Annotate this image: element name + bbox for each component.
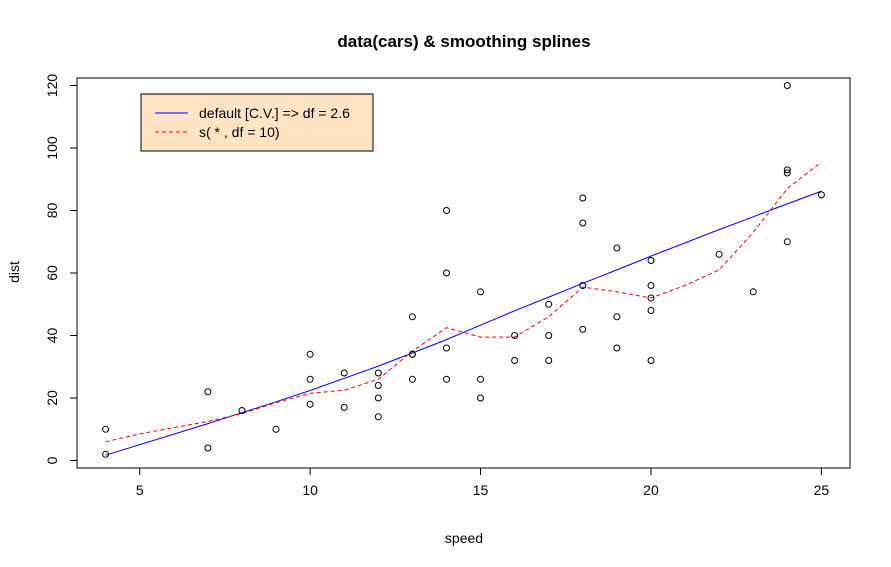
y-tick-label: 120 xyxy=(44,74,60,98)
legend-box xyxy=(140,93,374,152)
data-point xyxy=(306,400,314,408)
data-point xyxy=(579,325,587,333)
data-point xyxy=(783,82,791,89)
y-tick-label: 60 xyxy=(44,265,60,281)
y-tick-label: 100 xyxy=(44,136,60,160)
data-point xyxy=(204,444,212,452)
data-point xyxy=(374,369,382,377)
data-point xyxy=(647,294,655,302)
data-point xyxy=(545,300,553,308)
x-tick-label: 15 xyxy=(473,482,489,498)
data-point xyxy=(238,407,246,414)
data-point xyxy=(204,388,212,396)
data-point xyxy=(647,307,655,314)
data-point xyxy=(374,413,382,421)
data-point xyxy=(579,219,587,227)
data-point xyxy=(783,166,791,174)
y-tick-label: 20 xyxy=(44,390,60,406)
data-point xyxy=(272,425,280,433)
data-point xyxy=(545,357,553,364)
data-point xyxy=(374,394,382,402)
data-point xyxy=(477,288,484,296)
legend-label-default: default [C.V.] => df = 2.6 xyxy=(199,105,350,121)
data-point xyxy=(817,191,825,199)
data-point xyxy=(579,194,587,202)
series-default-line xyxy=(105,190,822,456)
y-tick-label: 80 xyxy=(44,203,60,219)
data-point xyxy=(443,207,450,214)
data-point xyxy=(477,394,484,402)
series-lines xyxy=(105,161,822,456)
data-point xyxy=(443,344,450,352)
data-point xyxy=(340,403,348,411)
data-point xyxy=(545,332,553,339)
data-point xyxy=(715,250,723,258)
x-tick-label: 25 xyxy=(814,482,830,498)
x-tick-label: 20 xyxy=(643,482,659,498)
chart-title: data(cars) & smoothing splines xyxy=(337,32,590,51)
data-point xyxy=(443,375,450,383)
y-axis-label: dist xyxy=(6,261,22,283)
data-points xyxy=(102,82,825,458)
y-tick-label: 40 xyxy=(44,328,60,344)
data-point xyxy=(443,269,450,277)
data-point xyxy=(749,288,757,296)
data-point xyxy=(579,282,587,289)
data-point xyxy=(511,357,519,364)
data-point xyxy=(408,350,416,358)
data-point xyxy=(613,313,621,321)
data-point xyxy=(783,169,791,177)
data-point xyxy=(613,344,621,352)
data-point xyxy=(647,357,655,364)
data-point xyxy=(783,238,791,246)
legend-label-df10: s( * , df = 10) xyxy=(199,124,280,140)
x-tick-label: 10 xyxy=(302,482,318,498)
data-point xyxy=(408,375,416,383)
data-point xyxy=(613,244,621,252)
data-point xyxy=(306,350,314,358)
data-point xyxy=(340,369,348,377)
data-point xyxy=(102,425,110,433)
data-point xyxy=(511,332,519,339)
x-axis: 5 10 15 20 25 xyxy=(136,467,830,498)
series-df10-line xyxy=(105,161,822,443)
data-point xyxy=(306,375,314,383)
y-axis: 0 20 40 60 80 100 120 xyxy=(44,74,78,464)
x-tick-label: 5 xyxy=(136,482,144,498)
data-point xyxy=(102,450,110,458)
data-point xyxy=(477,375,484,383)
x-axis-label: speed xyxy=(445,530,483,546)
data-point xyxy=(647,257,655,264)
y-tick-label: 0 xyxy=(44,456,60,464)
data-point xyxy=(374,382,382,389)
data-point xyxy=(647,282,655,289)
data-point xyxy=(408,313,416,321)
legend: default [C.V.] => df = 2.6 s( * , df = 1… xyxy=(140,93,374,152)
